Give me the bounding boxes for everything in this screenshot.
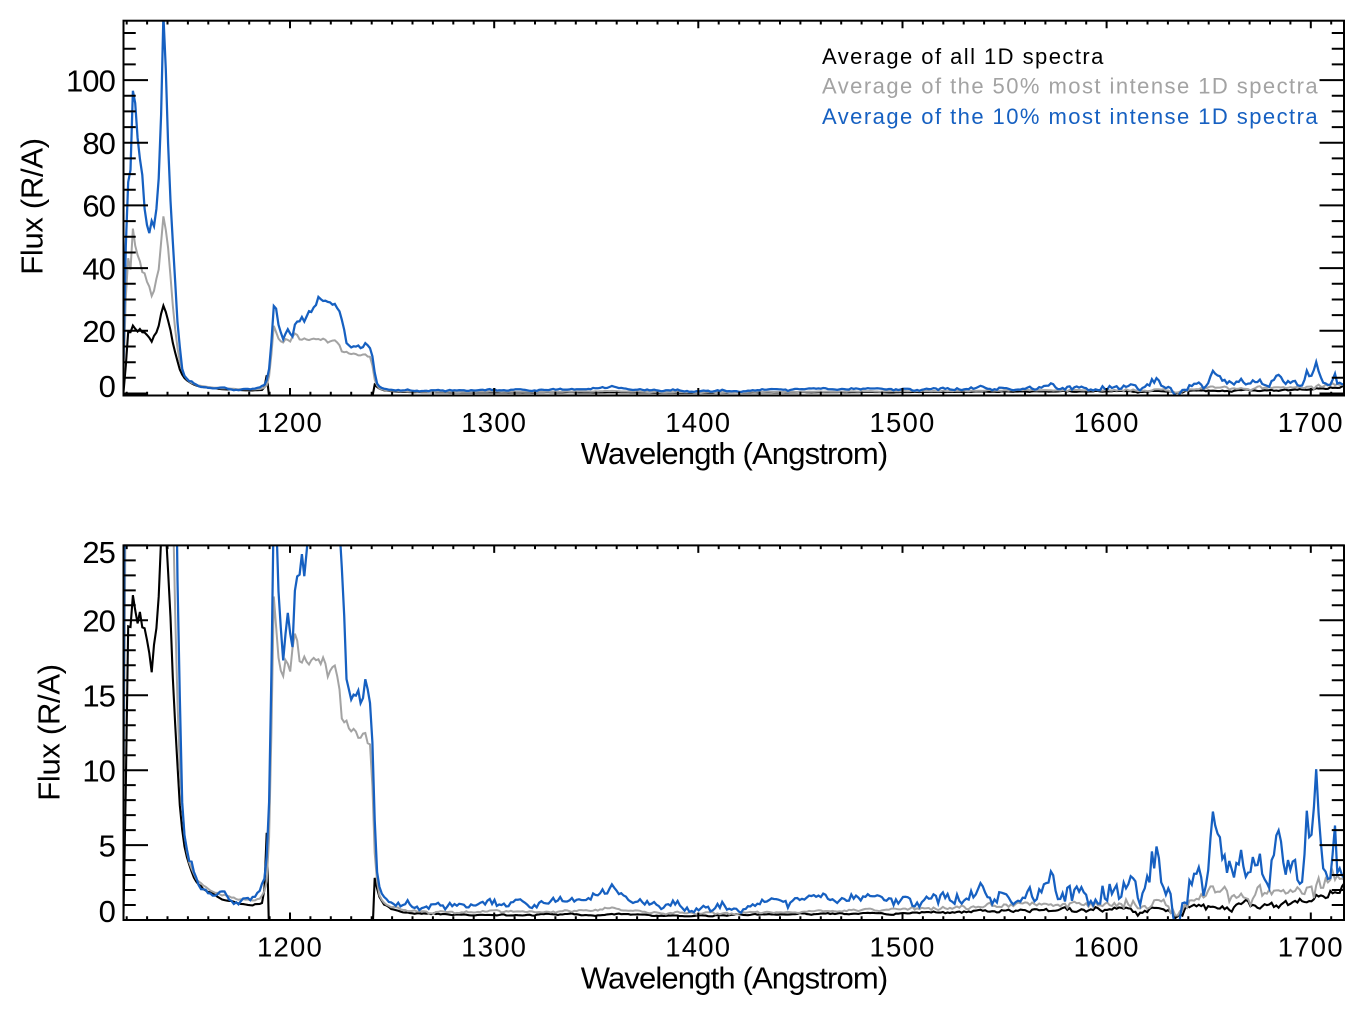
svg-text:100: 100 (66, 63, 116, 98)
svg-text:1400: 1400 (665, 407, 731, 438)
svg-text:1300: 1300 (461, 407, 527, 438)
svg-text:1500: 1500 (870, 407, 936, 438)
svg-text:10: 10 (82, 754, 115, 789)
svg-text:20: 20 (82, 314, 115, 349)
svg-text:60: 60 (82, 189, 115, 224)
svg-text:0: 0 (99, 369, 116, 404)
svg-text:Wavelength (Angstrom): Wavelength (Angstrom) (581, 436, 888, 471)
svg-text:Average of the 10% most intens: Average of the 10% most intense 1D spect… (822, 104, 1319, 129)
svg-text:Flux (R/A): Flux (R/A) (15, 138, 50, 275)
svg-text:Average of all 1D spectra: Average of all 1D spectra (822, 44, 1105, 69)
svg-text:1600: 1600 (1074, 931, 1140, 962)
svg-text:1700: 1700 (1278, 931, 1344, 962)
svg-text:Average of the 50% most intens: Average of the 50% most intense 1D spect… (822, 74, 1319, 99)
svg-text:1500: 1500 (870, 931, 936, 962)
svg-text:25: 25 (82, 535, 115, 570)
svg-text:1200: 1200 (257, 407, 323, 438)
svg-text:40: 40 (82, 251, 115, 286)
svg-text:1600: 1600 (1074, 407, 1140, 438)
svg-text:1400: 1400 (665, 931, 731, 962)
svg-text:5: 5 (99, 828, 115, 863)
svg-text:20: 20 (82, 604, 115, 639)
svg-text:Flux (R/A): Flux (R/A) (32, 664, 67, 801)
svg-text:Wavelength (Angstrom): Wavelength (Angstrom) (581, 961, 888, 996)
svg-text:15: 15 (82, 679, 115, 714)
svg-text:80: 80 (82, 126, 115, 161)
svg-text:1700: 1700 (1278, 407, 1344, 438)
svg-text:1200: 1200 (257, 931, 323, 962)
svg-text:1300: 1300 (461, 931, 527, 962)
svg-text:0: 0 (99, 894, 116, 929)
